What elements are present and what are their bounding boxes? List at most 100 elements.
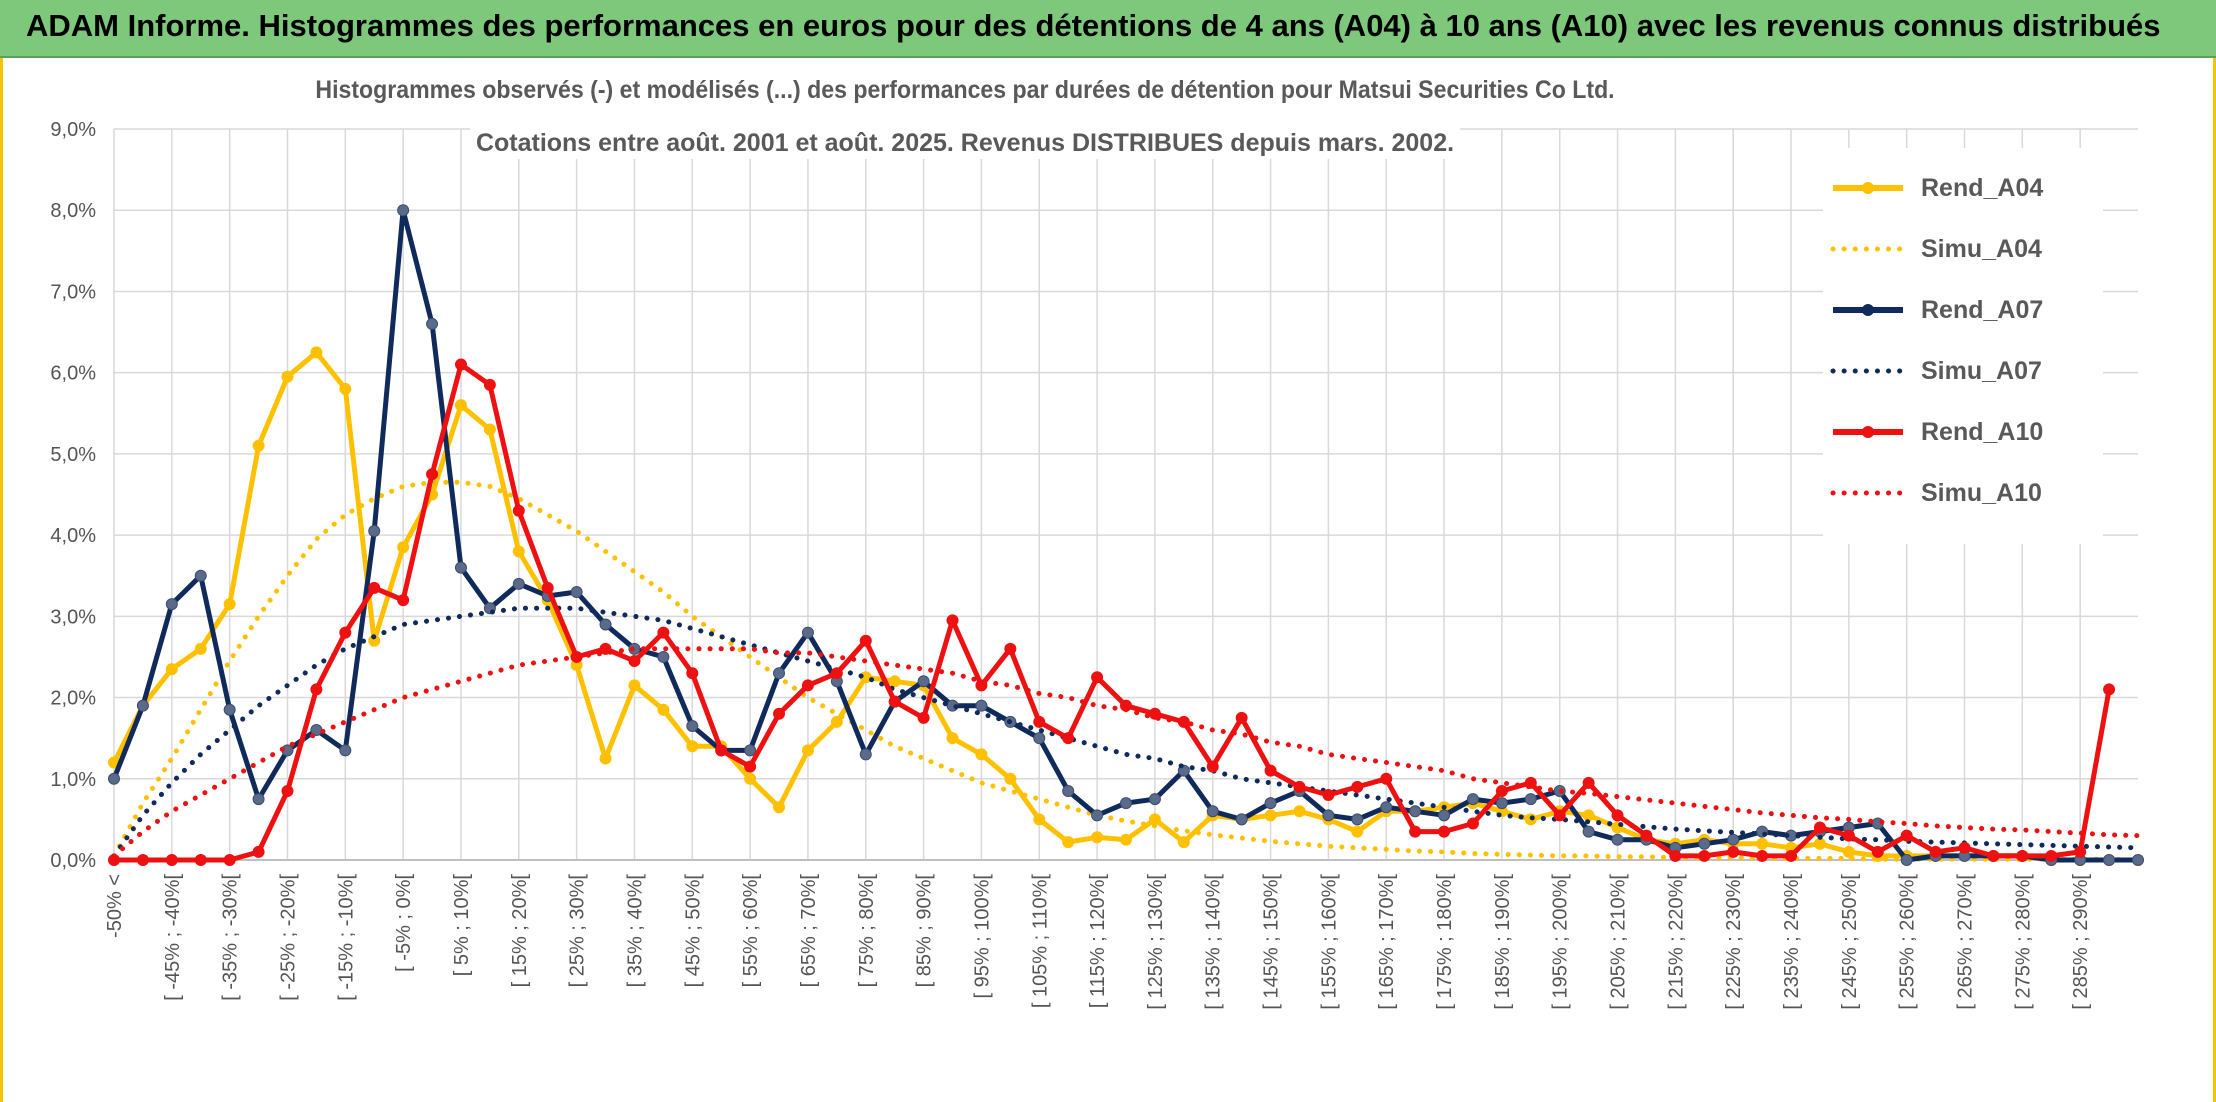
x-tick-label: [ -35% ; -30%[ <box>220 874 242 1001</box>
data-point <box>1900 829 1913 842</box>
data-point <box>1409 805 1422 818</box>
data-point <box>454 358 467 371</box>
data-point <box>888 695 901 708</box>
data-point <box>1438 809 1451 822</box>
data-point <box>1611 833 1624 846</box>
x-tick-label: [ 5% ; 10%[ <box>451 874 473 977</box>
legend-marker <box>1862 426 1874 438</box>
data-point <box>252 845 265 858</box>
data-point <box>1495 797 1508 810</box>
legend-label: Simu_A07 <box>1921 357 2042 385</box>
data-point <box>1235 711 1248 724</box>
data-point <box>1004 642 1017 655</box>
x-tick-label: [ 15% ; 20%[ <box>509 874 531 988</box>
data-point <box>599 618 612 631</box>
data-point <box>281 370 294 383</box>
y-tick-label: 4,0% <box>50 525 96 547</box>
x-tick-label: [ 75% ; 80%[ <box>856 874 878 988</box>
data-point <box>888 675 901 688</box>
data-point <box>686 740 699 753</box>
legend-label: Simu_A04 <box>1921 235 2042 263</box>
page-title: ADAM Informe. Histogrammes des performan… <box>26 8 2161 43</box>
title-background <box>469 127 1461 159</box>
data-point <box>136 699 149 712</box>
x-tick-label: [ 105% ; 110%[ <box>1029 874 1051 1009</box>
data-point <box>1785 849 1798 862</box>
y-tick-label: 0,0% <box>50 850 96 872</box>
data-point <box>1033 813 1046 826</box>
x-tick-label: [ 35% ; 40%[ <box>624 874 646 988</box>
x-tick-label: [ 225% ; 230%[ <box>1723 874 1745 1010</box>
series-line <box>111 605 2141 859</box>
data-point <box>2016 849 2029 862</box>
legend-marker <box>1862 182 1874 194</box>
data-point <box>1293 780 1306 793</box>
data-point <box>1495 784 1508 797</box>
data-point <box>512 577 525 590</box>
data-point <box>657 626 670 639</box>
y-tick-label: 3,0% <box>50 606 96 628</box>
data-point <box>1466 793 1479 806</box>
legend-marker <box>1862 304 1874 316</box>
data-point <box>136 854 149 866</box>
x-tick-label: [ 135% ; 140%[ <box>1203 874 1225 1010</box>
data-point <box>1293 805 1306 818</box>
x-tick-label: [ 245% ; 250%[ <box>1839 874 1861 1010</box>
x-tick-label: [ 65% ; 70%[ <box>798 874 820 988</box>
data-point <box>1727 833 1740 846</box>
x-tick-label: [ 185% ; 190%[ <box>1492 874 1514 1010</box>
series-rend-a07 <box>108 204 2144 866</box>
data-point <box>2103 854 2116 866</box>
y-axis: 0,0% 1,0% 2,0% 3,0% 4,0% 5,0% 6,0% 7,0% 8,0% 9,0% <box>50 119 96 872</box>
data-point <box>1264 797 1277 810</box>
data-point <box>686 667 699 680</box>
x-tick-label: [ -45% ; -40%[ <box>162 874 184 1001</box>
data-point <box>1033 715 1046 728</box>
data-point <box>397 204 410 217</box>
data-point <box>194 642 207 655</box>
data-point <box>570 585 583 598</box>
y-tick-label: 9,0% <box>50 119 96 141</box>
x-tick-label: [ 205% ; 210%[ <box>1608 874 1630 1010</box>
data-point <box>773 667 786 680</box>
data-point <box>165 854 178 866</box>
header-banner: ADAM Informe. Histogrammes des performan… <box>0 0 2216 58</box>
data-point <box>1698 837 1711 850</box>
data-point <box>1466 817 1479 830</box>
data-point <box>397 594 410 607</box>
data-point <box>599 752 612 765</box>
y-tick-label: 6,0% <box>50 363 96 385</box>
legend-item: Simu_A07 <box>1830 357 2042 385</box>
data-point <box>1062 836 1075 849</box>
x-tick-label: [ 25% ; 30%[ <box>567 874 589 988</box>
series-line <box>111 646 2141 859</box>
data-point <box>368 581 381 594</box>
data-point <box>1120 797 1132 810</box>
data-point <box>194 569 207 582</box>
data-point <box>1640 829 1653 842</box>
data-point <box>339 382 352 395</box>
data-point <box>773 707 786 720</box>
data-point <box>1727 845 1740 858</box>
data-point <box>1842 845 1855 858</box>
data-point <box>1987 849 2000 862</box>
data-point <box>1148 793 1161 806</box>
x-tick-label: [ 235% ; 240%[ <box>1781 874 1803 1010</box>
data-point <box>483 378 496 391</box>
data-point <box>1409 825 1422 838</box>
x-tick-label: [ 255% ; 260%[ <box>1897 874 1919 1010</box>
data-point <box>946 732 959 745</box>
data-point <box>1669 849 1682 862</box>
data-point <box>1524 793 1537 806</box>
chart: 0,0% 1,0% 2,0% 3,0% 4,0% 5,0% 6,0% 7,0% 8,0% 9,0%… <box>50 74 2144 1010</box>
legend-background <box>1823 148 2103 544</box>
data-point <box>512 545 525 558</box>
x-tick-label: [ 125% ; 130%[ <box>1145 874 1167 1010</box>
data-point <box>223 854 236 866</box>
data-point <box>1148 813 1161 826</box>
data-point <box>223 598 236 611</box>
data-point <box>1351 825 1364 838</box>
data-point <box>1062 784 1075 797</box>
data-point <box>830 715 843 728</box>
chart-legend: Rend_A04 Simu_A04 Rend_A07 Simu_A07 Rend_A10… <box>1823 148 2103 544</box>
